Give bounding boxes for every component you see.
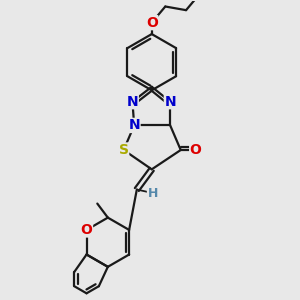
Text: N: N — [128, 118, 140, 132]
Text: O: O — [81, 223, 92, 237]
Text: S: S — [119, 143, 129, 157]
Text: H: H — [147, 187, 158, 200]
Text: O: O — [146, 16, 158, 30]
Text: N: N — [127, 95, 138, 109]
Text: N: N — [164, 95, 176, 109]
Text: O: O — [190, 143, 202, 157]
